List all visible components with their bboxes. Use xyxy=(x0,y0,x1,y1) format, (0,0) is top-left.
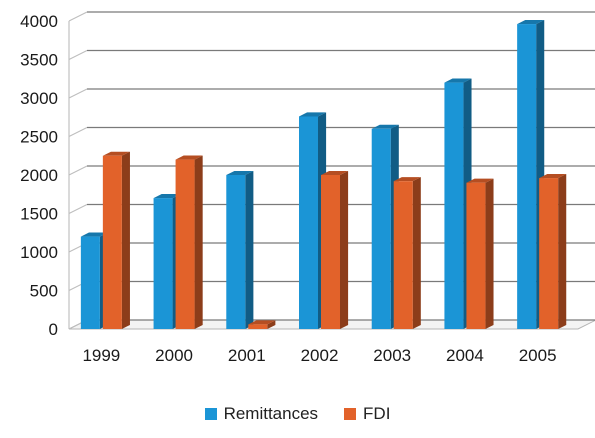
gridline-wall xyxy=(68,127,88,137)
bar-remittances-2000-top xyxy=(153,194,181,199)
y-tick-label: 4000 xyxy=(20,12,58,31)
gridline-wall xyxy=(68,50,88,60)
y-tick-label: 1000 xyxy=(20,243,58,262)
bar-fdi-1999-front xyxy=(102,155,122,329)
y-tick-label: 3000 xyxy=(20,89,58,108)
bar-fdi-1999-side xyxy=(121,151,130,329)
bar-remittances-2000-front xyxy=(153,198,173,329)
bar-fdi-2004-front xyxy=(466,182,486,329)
bar-fdi-2003-top xyxy=(393,177,421,182)
bar-remittances-1999-front xyxy=(80,236,100,329)
bar-fdi-2002-top xyxy=(321,170,349,175)
bar-remittances-2002-top xyxy=(299,112,327,117)
bar-fdi-2005 xyxy=(539,174,567,329)
bar-fdi-2003-front xyxy=(393,181,413,329)
legend: Remittances FDI xyxy=(0,404,595,424)
bar-remittances-2004-top xyxy=(444,78,472,83)
bar-fdi-2001 xyxy=(248,320,276,329)
bar-fdi-2003 xyxy=(393,177,421,329)
bar-fdi-2004-side xyxy=(485,178,494,329)
bar-remittances-2003-top xyxy=(371,124,399,129)
bar-fdi-2000-front xyxy=(175,159,195,329)
gridline-wall xyxy=(68,11,88,22)
bar-fdi-2002-front xyxy=(321,175,340,329)
x-tick-label: 2005 xyxy=(519,346,557,365)
bar-fdi-2004 xyxy=(466,178,494,329)
x-tick-label: 2002 xyxy=(301,346,339,365)
bar-fdi-2000 xyxy=(175,155,203,329)
bar-remittances-2001-front xyxy=(226,175,246,329)
y-tick-label: 1500 xyxy=(20,205,58,224)
bar-fdi-2001-side xyxy=(267,320,276,329)
bar-fdi-2005-side xyxy=(558,174,567,329)
bar-fdi-1999 xyxy=(102,151,130,329)
x-tick-label: 2004 xyxy=(446,346,484,365)
x-tick-label: 2000 xyxy=(155,346,193,365)
gridline-wall xyxy=(68,88,88,99)
bar-remittances-2003-front xyxy=(371,128,391,329)
bar-remittances-2005-front xyxy=(517,24,537,330)
y-tick-label: 0 xyxy=(49,320,58,339)
bar-remittances-1999-top xyxy=(80,232,108,237)
x-tick-label: 2003 xyxy=(373,346,411,365)
bar-remittances-2001-side xyxy=(245,170,254,329)
y-tick-label: 2500 xyxy=(20,128,58,147)
bar-fdi-2005-top xyxy=(539,174,567,179)
bar-remittances-2002-front xyxy=(299,116,318,329)
gridline-wall xyxy=(68,204,88,214)
bar-fdi-2001-front xyxy=(248,324,268,329)
legend-item-remittances: Remittances xyxy=(204,404,319,424)
y-tick-label: 500 xyxy=(30,282,58,301)
y-tick-label: 3500 xyxy=(20,51,58,70)
bar-fdi-2003-side xyxy=(412,177,421,329)
bar-fdi-2004-top xyxy=(466,178,494,183)
bar-remittances-2001 xyxy=(226,170,254,329)
bar-fdi-2002-side xyxy=(340,170,349,329)
bar-fdi-2002 xyxy=(321,170,349,329)
bar-fdi-2005-front xyxy=(539,178,559,329)
bar-remittances-2004-front xyxy=(444,82,464,329)
y-tick-label: 2000 xyxy=(20,166,58,185)
x-tick-label: 1999 xyxy=(82,346,120,365)
x-tick-label: 2001 xyxy=(228,346,266,365)
legend-swatch-fdi xyxy=(344,408,357,420)
bar-fdi-2000-top xyxy=(175,155,203,160)
bar-remittances-2005-top xyxy=(517,20,545,25)
bar-remittances-2005 xyxy=(517,20,545,330)
bar-remittances-2001-top xyxy=(226,170,254,175)
legend-label-remittances: Remittances xyxy=(223,404,319,423)
bar-fdi-1999-top xyxy=(102,151,130,156)
gridline-wall xyxy=(68,165,88,176)
legend-item-fdi: FDI xyxy=(344,404,390,424)
legend-label-fdi: FDI xyxy=(363,404,391,423)
bar-fdi-2001-top xyxy=(248,320,276,325)
bar-fdi-2000-side xyxy=(194,155,203,329)
legend-swatch-remittances xyxy=(204,408,217,420)
